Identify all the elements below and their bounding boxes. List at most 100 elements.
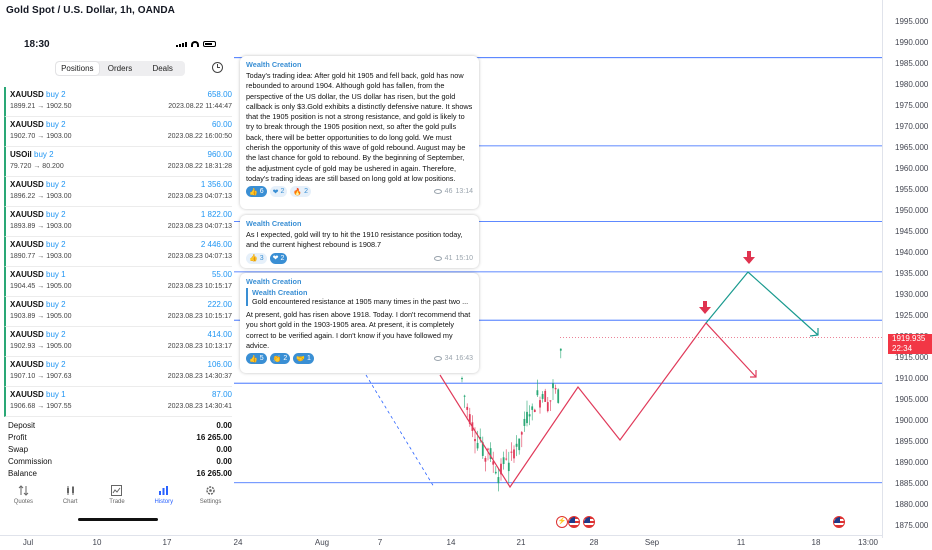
position-side: buy 2 xyxy=(46,180,66,189)
position-prices: 1906.68 → 1907.55 xyxy=(10,403,72,410)
position-prices: 1902.93 → 1905.00 xyxy=(10,343,72,350)
event-marker-icon[interactable]: ⚡ xyxy=(556,516,568,528)
reaction-chip[interactable]: ❤ 2 xyxy=(269,252,288,264)
reaction-chip[interactable]: 👏 2 xyxy=(269,353,291,365)
price-chart[interactable] xyxy=(0,0,882,535)
position-row[interactable]: XAUUSD buy 2 106.00 1907.10 → 1907.63 2023.… xyxy=(4,357,232,387)
reaction-emoji-icon: 🔥 xyxy=(293,188,303,196)
reaction-chip[interactable]: 👍 6 xyxy=(246,186,267,198)
candle-body xyxy=(513,449,515,459)
position-profit: 960.00 xyxy=(207,150,232,159)
nav-settings[interactable]: Settings xyxy=(191,485,231,515)
message-bubble: Wealth Creation As I expected, gold will… xyxy=(240,215,479,268)
price-tick-label: 1935.000 xyxy=(895,269,929,278)
position-symbol: XAUUSD buy 1 xyxy=(10,270,66,279)
candle-body xyxy=(515,443,518,447)
position-row[interactable]: XAUUSD buy 2 222.00 1903.89 → 1905.00 2023.… xyxy=(4,297,232,327)
nav-quotes[interactable]: Quotes xyxy=(3,485,43,515)
reaction-count: 3 xyxy=(259,254,264,262)
price-tick-label: 1995.000 xyxy=(895,17,929,26)
position-symbol: XAUUSD buy 2 xyxy=(10,210,66,219)
candle-body xyxy=(554,387,557,390)
tab-deals[interactable]: Deals xyxy=(152,64,173,73)
us-flag-icon[interactable] xyxy=(583,516,595,528)
clock-icon[interactable] xyxy=(212,62,223,73)
position-row[interactable]: XAUUSD buy 2 1 822.00 1893.89 → 1903.00 202… xyxy=(4,207,232,237)
trend-line xyxy=(365,374,435,488)
gear-icon xyxy=(205,485,216,496)
position-row[interactable]: XAUUSD buy 2 658.00 1899.21 → 1902.50 2023.… xyxy=(4,87,232,117)
candle-body xyxy=(544,390,547,402)
message-author[interactable]: Wealth Creation xyxy=(246,219,302,228)
position-row[interactable]: XAUUSD buy 1 55.00 1904.45 → 1905.00 2023.0… xyxy=(4,267,232,297)
position-date: 2023.08.23 04:07:13 xyxy=(167,193,232,200)
status-icons xyxy=(176,41,216,47)
position-prices: 1896.22 → 1903.00 xyxy=(10,193,72,200)
price-tick-label: 1965.000 xyxy=(895,143,929,152)
candle-body xyxy=(523,418,526,426)
account-summary: Deposit 0.00 Profit 16 265.00 Swap 0.00 Commis… xyxy=(8,421,232,481)
position-row[interactable]: USOil buy 2 960.00 79.720 → 80.200 2023.08.… xyxy=(4,147,232,177)
reaction-chip[interactable]: 🤝 1 xyxy=(293,353,314,365)
reaction-chip[interactable]: 👍 3 xyxy=(246,252,267,264)
candle-body xyxy=(531,406,534,410)
position-prices: 1893.89 → 1903.00 xyxy=(10,223,72,230)
position-symbol: XAUUSD buy 2 xyxy=(10,360,66,369)
price-tick-label: 1955.000 xyxy=(895,185,929,194)
us-flag-icon[interactable] xyxy=(833,516,845,528)
position-row[interactable]: XAUUSD buy 1 87.00 1906.68 → 1907.55 2023.0… xyxy=(4,387,232,417)
time-tick-label: Sep xyxy=(644,538,660,547)
reaction-chip[interactable]: 👍 5 xyxy=(246,353,267,365)
position-profit: 87.00 xyxy=(211,390,232,399)
message-meta: 34 16:43 xyxy=(433,355,473,362)
summary-row: Commission 0.00 xyxy=(8,457,232,469)
position-row[interactable]: XAUUSD buy 2 2 446.00 1890.77 → 1903.00 202… xyxy=(4,237,232,267)
reaction-count: 2 xyxy=(283,355,288,363)
position-row[interactable]: XAUUSD buy 2 60.00 1902.70 → 1903.00 2023.0… xyxy=(4,117,232,147)
nav-history[interactable]: History xyxy=(144,485,184,515)
position-date: 2023.08.22 11:44:47 xyxy=(168,103,232,110)
candle-body xyxy=(536,390,539,396)
message-text: Today's trading idea: After gold hit 190… xyxy=(246,71,473,183)
time-tick-label: 11 xyxy=(736,538,746,547)
position-date: 2023.08.23 04:07:13 xyxy=(167,223,232,230)
us-flag-icon[interactable] xyxy=(568,516,580,528)
candle-body xyxy=(505,458,508,460)
tab-orders[interactable]: Orders xyxy=(107,64,133,73)
position-prices: 79.720 → 80.200 xyxy=(10,163,64,170)
message-author[interactable]: Wealth Creation xyxy=(246,60,302,69)
price-tick-label: 1990.000 xyxy=(895,38,929,47)
reaction-chip[interactable]: 🔥 2 xyxy=(290,186,312,198)
position-row[interactable]: XAUUSD buy 2 1 356.00 1896.22 → 1903.00 202… xyxy=(4,177,232,207)
time-tick-label: Aug xyxy=(314,538,330,547)
position-side: buy 2 xyxy=(46,210,66,219)
current-price-tag: 1919.935 22:34 xyxy=(888,334,932,354)
eye-icon xyxy=(433,356,442,362)
reactions: 👍 5 👏 2 🤝 1 xyxy=(246,353,314,365)
reaction-emoji-icon: 🤝 xyxy=(296,355,305,363)
price-axis[interactable]: 1995.000 1990.000 1985.000 1980.000 1975.000… xyxy=(882,0,932,538)
position-row[interactable]: XAUUSD buy 2 414.00 1902.93 → 1905.00 2023.… xyxy=(4,327,232,357)
message-author[interactable]: Wealth Creation xyxy=(246,277,302,286)
reaction-chip[interactable]: ❤ 2 xyxy=(269,186,288,198)
tab-positions[interactable]: Positions xyxy=(56,62,99,75)
nav-trade[interactable]: Trade xyxy=(97,485,137,515)
position-prices: 1899.21 → 1902.50 xyxy=(10,103,72,110)
position-profit: 2 446.00 xyxy=(200,240,232,249)
price-tick-label: 1950.000 xyxy=(895,206,929,215)
summary-value: 0.00 xyxy=(216,457,232,466)
price-tick-label: 1880.000 xyxy=(895,500,929,509)
summary-label: Commission xyxy=(8,457,53,466)
quoted-message[interactable]: Wealth Creation Gold encountered resista… xyxy=(246,288,473,306)
position-date: 2023.08.23 10:13:17 xyxy=(167,343,232,350)
time-tick-label: 14 xyxy=(446,538,456,547)
signal-icon xyxy=(176,41,187,47)
wifi-icon xyxy=(191,41,199,47)
nav-chart[interactable]: Chart xyxy=(50,485,90,515)
summary-value: 0.00 xyxy=(216,445,232,454)
quote-author: Wealth Creation xyxy=(252,288,308,297)
position-date: 2023.08.23 04:07:13 xyxy=(167,253,232,260)
time-axis[interactable]: Jul 10 17 24 Aug 7 14 21 28 Sep 11 18 13:00 xyxy=(0,535,882,550)
history-icon xyxy=(158,485,169,496)
positions-list: XAUUSD buy 2 658.00 1899.21 → 1902.50 2023.… xyxy=(4,87,232,417)
